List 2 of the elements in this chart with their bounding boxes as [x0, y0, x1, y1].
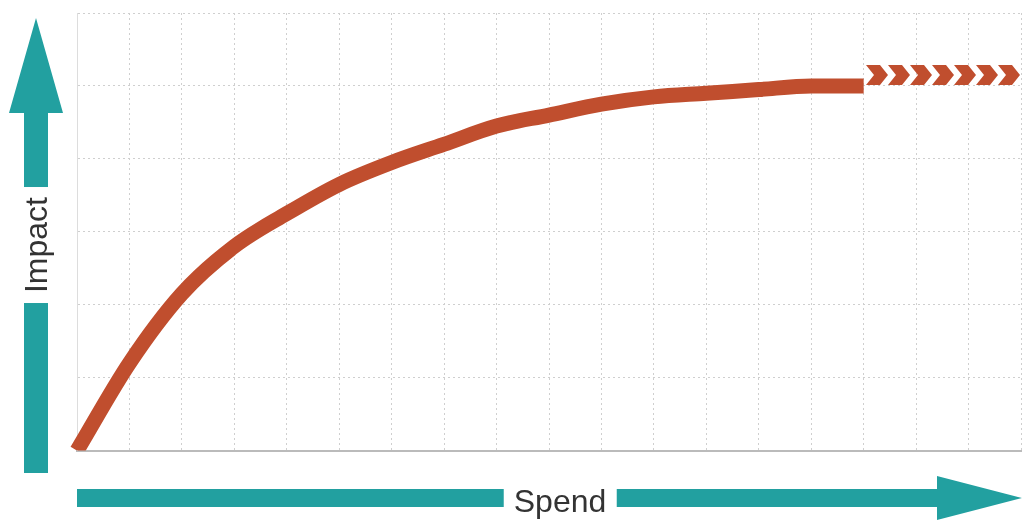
- x-axis-title: Spend: [503, 483, 617, 519]
- y-axis-title: Impact: [18, 186, 54, 304]
